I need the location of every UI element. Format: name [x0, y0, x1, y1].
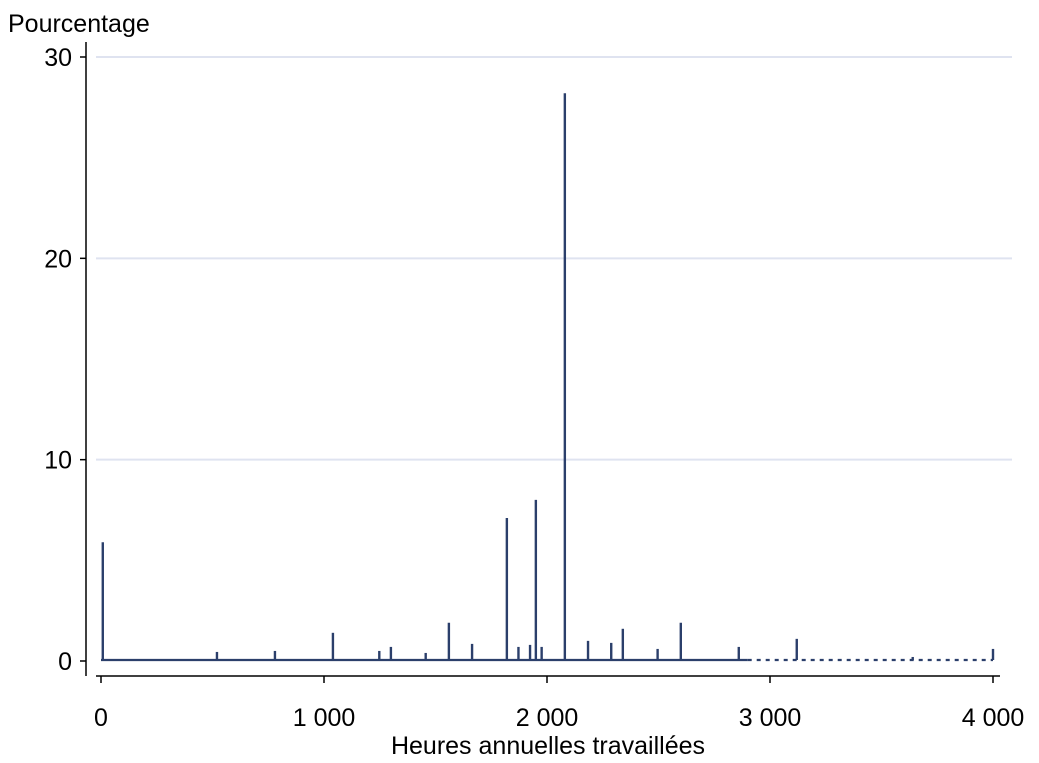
x-tick-label: 0: [94, 704, 108, 732]
x-axis-title: Heures annuelles travaillées: [391, 732, 705, 760]
y-tick-label: 20: [44, 245, 72, 273]
y-tick-label: 10: [44, 447, 72, 475]
x-tick-label: 4 000: [962, 704, 1025, 732]
x-tick-label: 2 000: [516, 704, 579, 732]
y-tick-label: 30: [44, 44, 72, 72]
ticks: 0 10 20 30 0 1 000 2 000 3 000 4 000: [44, 44, 1024, 732]
y-axis-title: Pourcentage: [8, 10, 150, 38]
axes: [85, 42, 1000, 677]
grid: [96, 56, 1012, 461]
series: [101, 93, 995, 662]
x-tick-label: 3 000: [739, 704, 802, 732]
y-tick-label: 0: [58, 648, 72, 676]
x-tick-label: 1 000: [293, 704, 356, 732]
